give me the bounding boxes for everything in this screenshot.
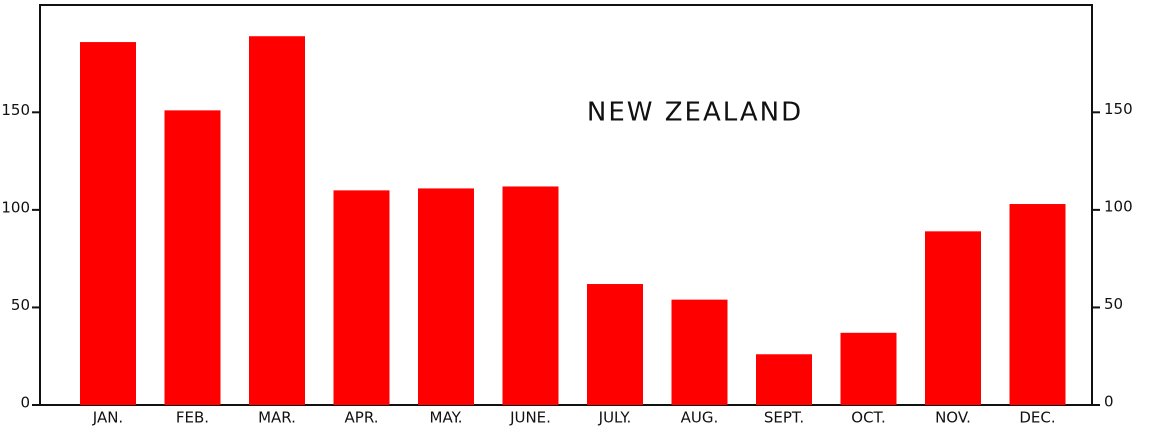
bar	[502, 186, 559, 405]
x-tick-label: NOV.	[935, 409, 971, 427]
bar	[925, 231, 981, 405]
y2-tick-label: 0	[1104, 393, 1114, 411]
y2-tick-label: 150	[1104, 100, 1133, 118]
x-tick-label: MAY.	[430, 409, 463, 427]
y2-tick-label: 100	[1104, 197, 1133, 215]
chart-title: NEW ZEALAND	[587, 98, 803, 128]
x-tick-label: FEB.	[176, 409, 209, 427]
x-tick-label: JUNE.	[509, 409, 551, 427]
x-tick-label: MAR.	[258, 409, 296, 427]
bar	[249, 36, 305, 405]
x-tick-label: OCT.	[851, 409, 885, 427]
y-tick-label: 150	[1, 101, 30, 119]
bar	[840, 332, 897, 405]
y-tick-label: 0	[20, 394, 30, 412]
bar	[418, 188, 474, 405]
x-tick-label: SEPT.	[764, 409, 804, 427]
bar	[333, 190, 390, 405]
plot-frame	[39, 4, 1093, 406]
x-tick-label: APR.	[345, 409, 379, 427]
y-tick-label: 100	[1, 198, 30, 216]
x-tick-label: DEC.	[1019, 409, 1055, 427]
x-tick-label: AUG.	[681, 409, 719, 427]
x-tick-label: JULY.	[598, 409, 632, 427]
bar	[587, 284, 643, 405]
bar	[756, 354, 812, 405]
bar	[80, 42, 136, 405]
bar	[1009, 204, 1066, 405]
x-tick-label: JAN.	[92, 409, 123, 427]
bar	[164, 110, 221, 406]
bar	[671, 299, 728, 405]
y-tick-label: 50	[11, 296, 30, 314]
y2-tick-label: 50	[1104, 295, 1123, 313]
